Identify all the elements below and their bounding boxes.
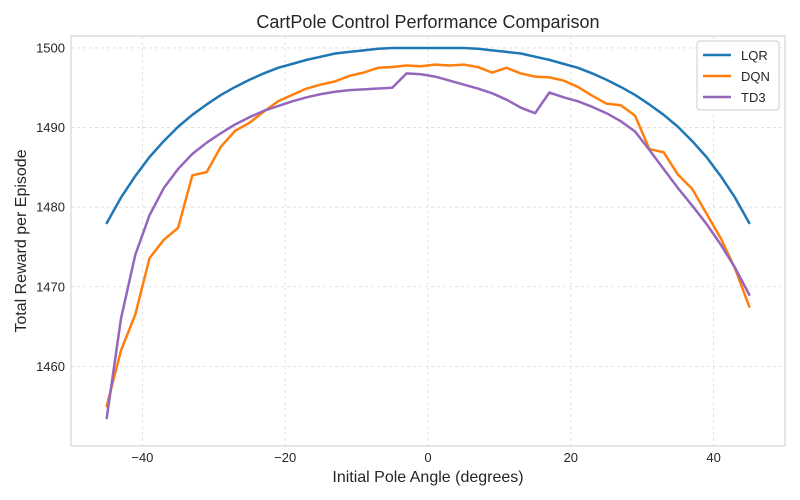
chart-title: CartPole Control Performance Comparison: [256, 12, 599, 32]
series-line-lqr: [105, 46, 751, 225]
y-tick-label: 1500: [36, 40, 65, 55]
y-tick-label: 1470: [36, 279, 65, 294]
legend-box: [696, 40, 780, 111]
y-tick-label: 1480: [36, 200, 65, 215]
tick-labels: −40 −20 0 20 40 1460 1470 1480 1490 1500: [36, 40, 721, 465]
y-axis-label: Total Reward per Episode: [13, 149, 30, 332]
x-tick-label: 20: [564, 450, 578, 465]
plot-frame: [70, 35, 786, 447]
x-tick-label: −20: [274, 450, 296, 465]
series-line-td3: [105, 72, 751, 420]
series-line-dqn: [105, 63, 751, 408]
x-tick-label: −40: [131, 450, 153, 465]
x-axis-label: Initial Pole Angle (degrees): [332, 469, 523, 486]
series-lines: [105, 46, 751, 420]
x-tick-label: 0: [424, 450, 431, 465]
legend-label-lqr: LQR: [741, 48, 768, 63]
y-tick-label: 1460: [36, 359, 65, 374]
legend-label-td3: TD3: [741, 90, 766, 105]
legend-label-dqn: DQN: [741, 69, 770, 84]
y-tick-label: 1490: [36, 120, 65, 135]
x-tick-label: 40: [706, 450, 720, 465]
legend: LQR DQN TD3: [696, 40, 780, 111]
